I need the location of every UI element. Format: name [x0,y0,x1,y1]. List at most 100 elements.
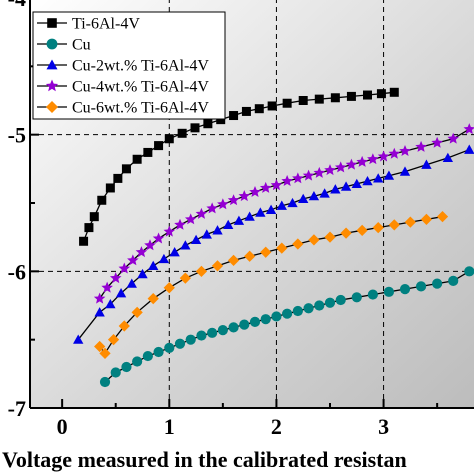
data-point [110,367,121,378]
data-point [302,169,315,181]
data-point [93,292,106,304]
legend-marker [45,79,59,92]
legend-item: Cu-2wt.% Ti-6Al-4V [37,58,209,75]
data-point [227,194,240,206]
data-point [223,219,234,230]
data-point [330,93,340,103]
data-point [107,334,120,346]
data-point [163,282,175,294]
y-tick-label: -6 [8,259,26,284]
data-point [255,207,266,217]
y-tick-label: -4 [8,0,26,11]
data-point [163,225,176,237]
data-point [233,215,245,225]
data-point [164,134,174,144]
grid [30,0,474,408]
y-tick-label: -7 [8,396,26,421]
data-point [303,303,314,314]
data-point [121,164,131,174]
data-point [415,140,427,152]
data-point [292,172,304,184]
data-point [324,231,336,243]
data-point [282,308,293,319]
data-point [340,181,352,191]
data-point [362,175,373,186]
data-point [184,213,197,225]
data-point [464,144,474,154]
data-point [132,356,143,367]
data-point [432,278,443,289]
data-point [276,200,287,210]
data-point [216,115,226,125]
data-point [118,320,130,332]
data-point [346,91,356,101]
data-point [421,159,432,169]
data-point [185,334,196,345]
legend-item: Cu-6wt.% Ti-6Al-4V [37,100,209,117]
data-point [148,260,159,271]
data-point [127,254,139,266]
data-point [97,195,107,205]
data-point [431,136,443,148]
data-point [334,161,347,173]
legend-label: Cu-6wt.% Ti-6Al-4V [72,100,209,117]
data-point [351,178,362,189]
data-point [94,307,105,317]
data-point [195,207,208,219]
data-point [137,268,148,279]
data-point [190,234,202,245]
data-point [169,247,180,257]
data-point [389,87,399,97]
data-point [105,183,115,193]
data-point [89,212,99,222]
data-point [399,166,411,176]
data-point [335,294,346,306]
data-point [101,281,113,293]
data-point [276,242,288,254]
series [94,211,449,359]
data-point [377,150,390,162]
data-point [267,101,277,111]
legend-label: Cu-4wt.% Ti-6Al-4V [72,79,209,96]
series [93,123,474,304]
legend-marker [46,101,58,113]
data-point [420,213,433,226]
data-point [164,342,175,353]
series [73,144,474,344]
data-point [113,173,123,183]
data-point [152,232,165,244]
data-point [217,325,228,336]
data-point [259,181,272,193]
data-point [241,106,251,116]
data-point [244,211,255,221]
data-point [154,141,164,151]
data-point [356,224,368,236]
data-point [282,98,292,108]
series-layer [73,87,474,388]
data-point [244,250,256,262]
data-point [211,260,224,272]
data-point [313,166,326,178]
data-point [324,297,336,308]
legend-marker [46,59,58,70]
data-point [292,305,303,317]
data-point [373,173,384,183]
legend-item: Ti-6Al-4V [37,16,140,33]
data-point [363,90,372,100]
series [79,87,399,246]
legend-marker [47,18,57,28]
legend-item: Cu-4wt.% Ti-6Al-4V [37,79,209,96]
data-point [212,225,223,235]
data-point [238,190,251,202]
data-point [376,89,386,99]
data-point [180,240,191,250]
data-point [399,284,411,295]
data-point [351,292,362,303]
data-point [308,234,320,246]
data-point [217,198,229,210]
data-point [287,197,298,208]
data-point [94,340,106,353]
data-point [265,204,277,214]
data-point [447,132,459,144]
data-point [356,155,368,167]
